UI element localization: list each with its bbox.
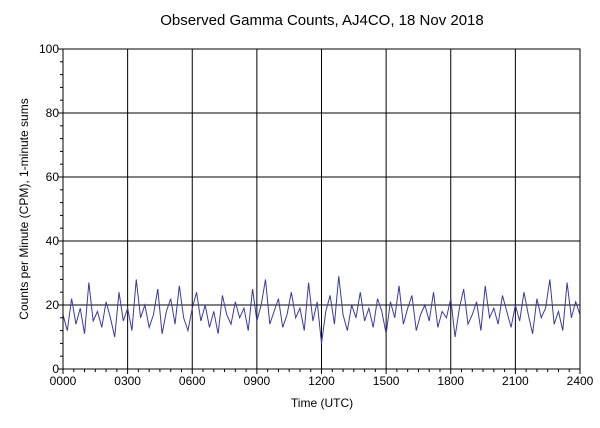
x-tick-label: 0900: [244, 374, 271, 388]
x-tick-label: 2400: [567, 374, 594, 388]
x-tick-label: 0300: [114, 374, 141, 388]
x-tick-label: 0600: [179, 374, 206, 388]
grid: [62, 48, 581, 370]
y-tick-label: 40: [46, 234, 60, 248]
x-tick-label: 1800: [437, 374, 464, 388]
x-axis-label: Time (UTC): [291, 396, 353, 410]
y-tick-label: 100: [39, 42, 59, 56]
x-tick-labels: 0000 0300 0600 0900 1200 1500 1800 2100 2400: [50, 374, 594, 388]
y-tick-label: 60: [46, 170, 60, 184]
data-line: [62, 276, 581, 344]
x-tick-label: 2100: [502, 374, 529, 388]
y-tick-label: 20: [46, 298, 60, 312]
y-tick-labels: 0 20 40 60 80 100: [39, 42, 59, 376]
chart-title: Observed Gamma Counts, AJ4CO, 18 Nov 201…: [160, 12, 484, 29]
y-axis-label: Counts per Minute (CPM), 1-minute sums: [17, 98, 31, 319]
y-tick-label: 0: [52, 362, 59, 376]
x-tick-label: 0000: [50, 374, 77, 388]
y-tick-label: 80: [46, 106, 60, 120]
x-tick-label: 1500: [373, 374, 400, 388]
minor-ticks: [58, 48, 581, 374]
x-tick-label: 1200: [308, 374, 335, 388]
